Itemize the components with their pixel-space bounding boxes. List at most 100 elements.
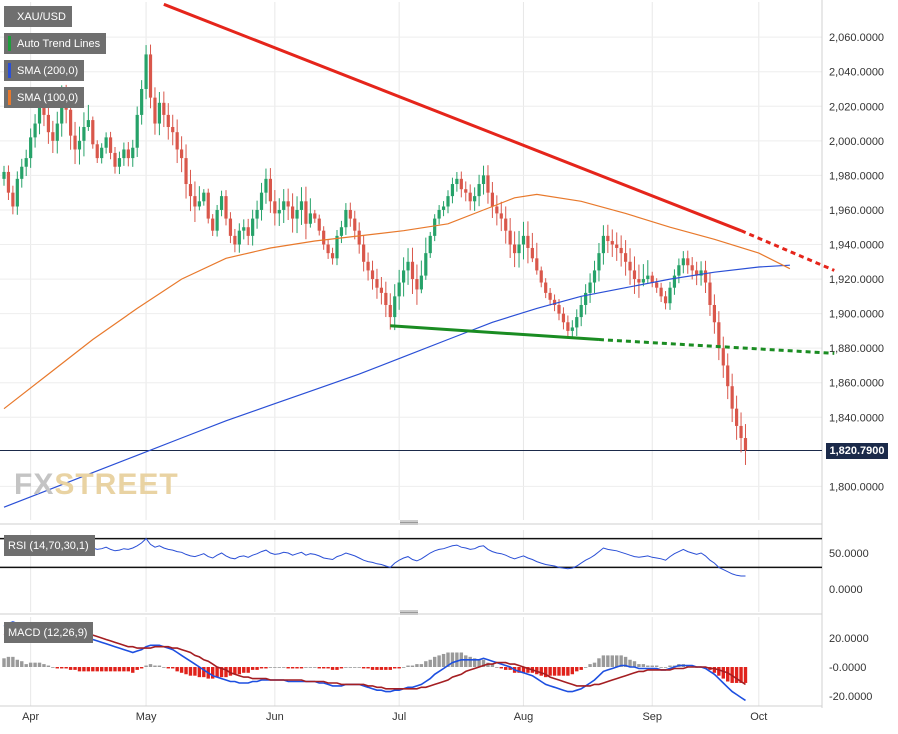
macd-histogram-bar bbox=[428, 659, 432, 667]
candle-body bbox=[428, 235, 432, 254]
candle-body bbox=[2, 171, 6, 179]
candle-body bbox=[384, 292, 388, 305]
candle-body bbox=[166, 114, 170, 128]
macd-histogram-bar bbox=[6, 656, 11, 667]
macd-histogram-bar bbox=[68, 667, 73, 670]
macd-histogram-bar bbox=[210, 667, 215, 679]
candle-body bbox=[286, 201, 290, 207]
candle-body bbox=[730, 386, 734, 409]
macd-histogram-bar bbox=[233, 667, 237, 675]
candle-body bbox=[641, 279, 645, 283]
macd-histogram-bar bbox=[517, 667, 521, 673]
macd-histogram-bar bbox=[246, 667, 250, 673]
legend-sma200[interactable]: SMA (200,0) bbox=[4, 60, 85, 81]
sma100-line bbox=[3, 193, 791, 410]
candle-body bbox=[402, 270, 406, 283]
candle-body bbox=[202, 192, 206, 202]
macd-histogram-bar bbox=[583, 667, 588, 668]
legend-rsi[interactable]: RSI (14,70,30,1) bbox=[4, 535, 95, 556]
macd-histogram-bar bbox=[131, 667, 135, 673]
candle-body bbox=[117, 158, 122, 167]
candle-body bbox=[650, 275, 654, 283]
macd-histogram-bar bbox=[95, 667, 99, 672]
macd-histogram-bar bbox=[734, 667, 739, 683]
macd-histogram-bar bbox=[650, 665, 654, 667]
candle-body bbox=[570, 327, 574, 331]
candle-body bbox=[557, 304, 561, 314]
candle-body bbox=[86, 120, 90, 128]
candle-body bbox=[55, 123, 59, 141]
macd-histogram-bar bbox=[566, 667, 570, 676]
candle-body bbox=[690, 265, 694, 271]
macd-histogram-bar bbox=[481, 659, 486, 667]
candle-body bbox=[228, 218, 233, 236]
candle-body bbox=[490, 192, 494, 207]
macd-histogram-bar bbox=[242, 667, 246, 673]
macd-histogram-bar bbox=[743, 667, 748, 683]
candle-body bbox=[344, 209, 348, 228]
macd-histogram-bar bbox=[175, 667, 179, 672]
candle-body bbox=[122, 149, 126, 159]
candle-body bbox=[15, 178, 19, 207]
candle-body bbox=[592, 270, 597, 283]
candle-body bbox=[148, 54, 153, 98]
candle-body bbox=[499, 213, 503, 219]
candle-body bbox=[82, 127, 86, 141]
candle-body bbox=[233, 235, 237, 245]
macd-histogram-bar bbox=[228, 667, 233, 676]
candle-body bbox=[157, 102, 161, 124]
legend-sma100[interactable]: SMA (100,0) bbox=[4, 87, 85, 108]
candle-body bbox=[743, 438, 748, 451]
legend-label: MACD (12,26,9) bbox=[8, 626, 88, 639]
macd-histogram-bar bbox=[86, 667, 91, 672]
candle-body bbox=[224, 196, 228, 219]
candle-body bbox=[60, 97, 64, 124]
macd-histogram-bar bbox=[64, 667, 68, 669]
candle-body bbox=[508, 230, 512, 245]
candle-body bbox=[388, 304, 392, 318]
candle-body bbox=[113, 152, 117, 167]
macd-histogram-bar bbox=[455, 652, 459, 667]
candle-body bbox=[91, 120, 95, 145]
candle-body bbox=[548, 292, 552, 300]
macd-histogram-bar bbox=[91, 667, 95, 672]
candle-body bbox=[370, 270, 375, 280]
rsi-panel-bg bbox=[0, 530, 822, 612]
macd-histogram-bar bbox=[108, 667, 113, 672]
legend-macd[interactable]: MACD (12,26,9) bbox=[4, 622, 94, 643]
macd-histogram-bar bbox=[330, 667, 335, 670]
macd-histogram-bar bbox=[37, 662, 42, 667]
candle-body bbox=[544, 282, 548, 293]
candle-body bbox=[100, 147, 104, 159]
candle-body bbox=[468, 192, 472, 202]
macd-histogram-bar bbox=[401, 667, 406, 668]
legend-swatch bbox=[8, 63, 11, 78]
candle-body bbox=[393, 296, 397, 318]
candle-body bbox=[655, 282, 659, 288]
candle-body bbox=[51, 132, 55, 141]
macd-histogram-bar bbox=[726, 667, 730, 682]
macd-histogram-bar bbox=[543, 667, 548, 678]
candle-body bbox=[495, 206, 499, 214]
candle-body bbox=[481, 175, 486, 185]
candle-body bbox=[95, 144, 99, 159]
macd-histogram-bar bbox=[250, 667, 255, 670]
macd-histogram-bar bbox=[326, 667, 330, 669]
macd-histogram-bar bbox=[353, 667, 357, 668]
candle-body bbox=[486, 175, 490, 193]
macd-histogram-bar bbox=[668, 665, 672, 667]
candle-body bbox=[330, 253, 335, 259]
macd-histogram-bar bbox=[717, 667, 721, 676]
candle-body bbox=[291, 206, 295, 219]
legend-auto-trend-lines[interactable]: Auto Trend Lines bbox=[4, 33, 107, 54]
macd-histogram-bar bbox=[264, 667, 268, 669]
macd-histogram-bar bbox=[712, 667, 717, 673]
macd-histogram-bar bbox=[215, 667, 219, 678]
candle-body bbox=[703, 270, 708, 283]
candle-body bbox=[317, 218, 321, 231]
y-tick-label: 1,900.0000 bbox=[829, 309, 884, 321]
macd-histogram-bar bbox=[641, 664, 646, 667]
macd-histogram-bar bbox=[432, 656, 437, 667]
legend-xauusd[interactable]: XAU/USD bbox=[4, 6, 72, 27]
candle-body bbox=[406, 261, 410, 271]
